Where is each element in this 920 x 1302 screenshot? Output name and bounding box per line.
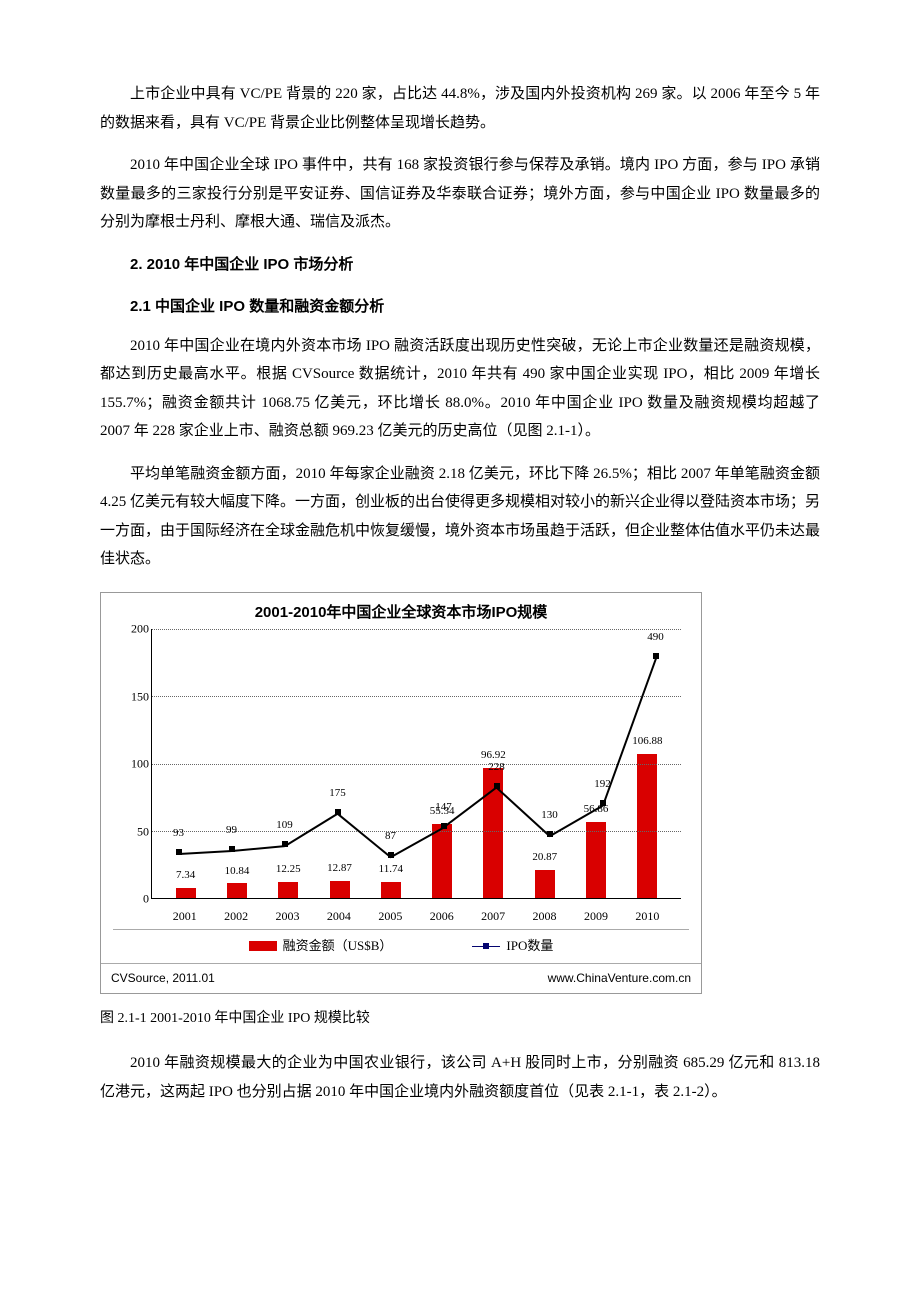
line-value-label: 192 <box>594 774 611 795</box>
section-heading-2: 2. 2010 年中国企业 IPO 市场分析 <box>100 251 820 280</box>
bar <box>586 822 606 898</box>
bar-value-label: 12.25 <box>276 859 301 880</box>
x-tick: 2004 <box>313 901 364 929</box>
legend-item-bar: 融资金额（US$B） <box>249 934 393 959</box>
x-tick: 2006 <box>416 901 467 929</box>
chart-caption: 图 2.1-1 2001-2010 年中国企业 IPO 规模比较 <box>100 1006 820 1033</box>
paragraph: 2010 年中国企业全球 IPO 事件中，共有 168 家投资银行参与保荐及承销… <box>100 151 820 237</box>
line-value-label: 109 <box>276 815 293 836</box>
bar-value-label: 10.84 <box>225 861 250 882</box>
line-value-label: 147 <box>435 797 452 818</box>
line-value-label: 228 <box>488 757 505 778</box>
line-marker <box>335 809 341 815</box>
chart-y-axis: 050100150200 <box>121 629 149 899</box>
paragraph: 上市企业中具有 VC/PE 背景的 220 家，占比达 44.8%，涉及国内外投… <box>100 80 820 137</box>
bar-value-label: 11.74 <box>379 859 403 880</box>
chart-legend: 融资金额（US$B） IPO数量 <box>113 929 689 963</box>
bar <box>535 870 555 898</box>
grid-line <box>152 696 681 697</box>
line-marker <box>494 783 500 789</box>
grid-line <box>152 764 681 765</box>
line-value-label: 93 <box>173 823 184 844</box>
line-marker <box>600 800 606 806</box>
chart-footer: CVSource, 2011.01 www.ChinaVenture.com.c… <box>101 963 701 994</box>
legend-item-line: IPO数量 <box>472 934 553 959</box>
line-marker <box>282 841 288 847</box>
x-tick: 2003 <box>262 901 313 929</box>
x-tick: 2009 <box>570 901 621 929</box>
bar <box>278 882 298 898</box>
bar <box>637 754 657 898</box>
bar-value-label: 12.87 <box>327 858 352 879</box>
paragraph: 2010 年中国企业在境内外资本市场 IPO 融资活跃度出现历史性突破，无论上市… <box>100 332 820 446</box>
legend-line-label: IPO数量 <box>506 934 553 959</box>
chart-x-axis: 2001200220032004200520062007200820092010 <box>151 901 681 929</box>
line-marker <box>653 653 659 659</box>
legend-bar-label: 融资金额（US$B） <box>283 934 393 959</box>
bar <box>176 888 196 898</box>
paragraph: 2010 年融资规模最大的企业为中国农业银行，该公司 A+H 股同时上市，分别融… <box>100 1049 820 1106</box>
y-tick: 100 <box>121 753 149 776</box>
paragraph: 平均单笔融资金额方面，2010 年每家企业融资 2.18 亿美元，环比下降 26… <box>100 460 820 574</box>
y-tick: 150 <box>121 685 149 708</box>
chart-source-right: www.ChinaVenture.com.cn <box>548 967 691 990</box>
x-tick: 2001 <box>159 901 210 929</box>
x-tick: 2005 <box>365 901 416 929</box>
x-tick: 2007 <box>467 901 518 929</box>
bar-value-label: 20.87 <box>532 847 557 868</box>
line-value-label: 130 <box>541 805 558 826</box>
bar <box>432 824 452 898</box>
legend-line-swatch <box>472 946 500 948</box>
line-marker <box>441 823 447 829</box>
x-tick: 2002 <box>210 901 261 929</box>
ipo-chart: 2001-2010年中国企业全球资本市场IPO规模 0 50 100 150 200 7… <box>100 592 702 995</box>
bar <box>381 882 401 898</box>
line-value-label: 490 <box>647 627 664 648</box>
chart-title: 2001-2010年中国企业全球资本市场IPO规模 <box>101 593 701 630</box>
x-tick: 2008 <box>519 901 570 929</box>
section-heading-2-1: 2.1 中国企业 IPO 数量和融资金额分析 <box>100 293 820 322</box>
bar-value-label: 106.88 <box>632 731 662 752</box>
y-tick: 200 <box>121 618 149 641</box>
line-marker <box>547 831 553 837</box>
line-marker <box>229 846 235 852</box>
line-value-label: 87 <box>385 826 396 847</box>
grid-line <box>152 629 681 630</box>
chart-plot-area: 050100150200 7.3410.8412.2512.8711.7455.… <box>151 629 681 929</box>
bar-value-label: 7.34 <box>176 865 195 886</box>
x-tick: 2010 <box>622 901 673 929</box>
line-value-label: 175 <box>329 783 346 804</box>
legend-bar-swatch <box>249 941 277 951</box>
chart-source-left: CVSource, 2011.01 <box>111 967 215 990</box>
line-marker <box>388 852 394 858</box>
y-tick: 50 <box>121 820 149 843</box>
bar <box>330 881 350 898</box>
bar <box>227 883 247 898</box>
line-marker <box>176 849 182 855</box>
line-value-label: 99 <box>226 820 237 841</box>
chart-plot: 7.3410.8412.2512.8711.7455.3496.9220.875… <box>151 629 681 899</box>
y-tick: 0 <box>121 888 149 911</box>
